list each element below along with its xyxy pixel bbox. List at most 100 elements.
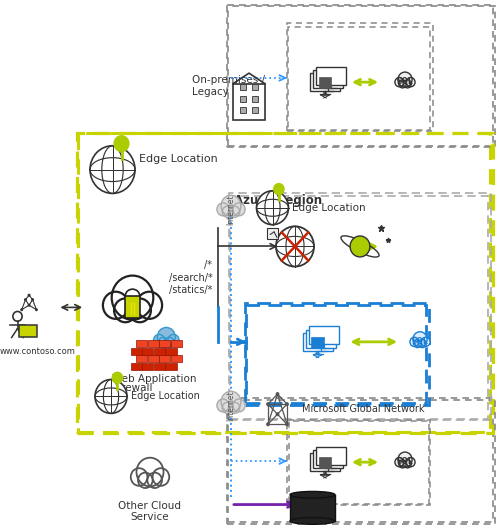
FancyBboxPatch shape — [130, 348, 141, 355]
Circle shape — [158, 328, 176, 347]
Circle shape — [112, 276, 154, 320]
Circle shape — [217, 203, 229, 216]
Circle shape — [398, 72, 412, 87]
FancyBboxPatch shape — [318, 77, 332, 88]
Ellipse shape — [290, 518, 335, 524]
Circle shape — [414, 340, 422, 348]
Text: Edge Location: Edge Location — [292, 203, 365, 213]
FancyBboxPatch shape — [171, 340, 182, 347]
Circle shape — [222, 206, 233, 217]
Text: Internet: Internet — [226, 194, 235, 225]
Circle shape — [131, 468, 148, 486]
Text: SQL: SQL — [396, 77, 413, 86]
Text: SQL: SQL — [412, 337, 428, 346]
Circle shape — [28, 304, 30, 307]
Circle shape — [221, 391, 241, 412]
FancyBboxPatch shape — [136, 340, 147, 347]
Circle shape — [217, 399, 229, 412]
Circle shape — [285, 402, 289, 406]
Circle shape — [222, 402, 233, 413]
Circle shape — [229, 402, 239, 413]
FancyBboxPatch shape — [310, 73, 340, 91]
Circle shape — [233, 399, 245, 412]
FancyBboxPatch shape — [130, 302, 132, 315]
FancyBboxPatch shape — [313, 70, 343, 88]
FancyBboxPatch shape — [306, 330, 336, 348]
Circle shape — [410, 337, 418, 347]
Circle shape — [164, 337, 174, 348]
FancyBboxPatch shape — [136, 355, 147, 362]
FancyBboxPatch shape — [311, 337, 324, 348]
Text: Web Application: Web Application — [112, 374, 197, 384]
FancyBboxPatch shape — [154, 363, 165, 369]
Circle shape — [395, 77, 404, 87]
Circle shape — [35, 308, 38, 311]
Text: /*: /* — [204, 260, 212, 270]
Circle shape — [136, 458, 164, 487]
Circle shape — [90, 146, 135, 193]
FancyBboxPatch shape — [252, 84, 258, 90]
Circle shape — [138, 473, 152, 488]
Circle shape — [114, 135, 130, 152]
Circle shape — [24, 298, 27, 301]
Circle shape — [276, 412, 280, 416]
Text: www.contoso.com: www.contoso.com — [0, 347, 76, 356]
Circle shape — [406, 457, 415, 467]
Circle shape — [168, 334, 179, 346]
FancyBboxPatch shape — [240, 108, 246, 113]
FancyBboxPatch shape — [148, 340, 159, 347]
Circle shape — [350, 236, 370, 257]
FancyBboxPatch shape — [316, 447, 346, 465]
FancyBboxPatch shape — [160, 340, 170, 347]
Text: /statics/*: /statics/* — [169, 286, 212, 295]
Text: SQL: SQL — [396, 457, 413, 466]
FancyBboxPatch shape — [240, 96, 246, 102]
FancyBboxPatch shape — [316, 67, 346, 85]
Circle shape — [404, 80, 411, 88]
FancyBboxPatch shape — [240, 84, 246, 90]
Circle shape — [233, 203, 245, 216]
Circle shape — [154, 334, 164, 346]
Text: Firewall: Firewall — [112, 384, 152, 393]
Circle shape — [152, 468, 169, 486]
Text: Edge Location: Edge Location — [131, 392, 200, 401]
Circle shape — [422, 337, 430, 347]
Circle shape — [398, 452, 412, 467]
Circle shape — [31, 298, 34, 301]
FancyBboxPatch shape — [268, 228, 278, 240]
Text: Microsoft Global Network: Microsoft Global Network — [302, 404, 424, 414]
FancyBboxPatch shape — [18, 325, 38, 337]
Circle shape — [148, 473, 162, 488]
Circle shape — [266, 402, 270, 406]
FancyBboxPatch shape — [154, 348, 165, 355]
FancyBboxPatch shape — [142, 348, 154, 355]
Circle shape — [229, 206, 239, 217]
Text: Edge Location: Edge Location — [139, 154, 218, 164]
Circle shape — [273, 183, 285, 196]
Text: Internet: Internet — [226, 390, 235, 421]
FancyBboxPatch shape — [130, 363, 141, 369]
FancyBboxPatch shape — [233, 84, 265, 120]
FancyBboxPatch shape — [290, 495, 335, 521]
FancyBboxPatch shape — [302, 333, 332, 351]
FancyBboxPatch shape — [308, 326, 338, 345]
Ellipse shape — [290, 491, 335, 498]
Text: On-premises /
Legacy DC: On-premises / Legacy DC — [192, 75, 266, 96]
Text: Azure Region: Azure Region — [234, 194, 322, 207]
FancyBboxPatch shape — [148, 355, 159, 362]
Circle shape — [256, 191, 288, 225]
FancyBboxPatch shape — [142, 363, 154, 369]
Circle shape — [114, 298, 136, 322]
FancyBboxPatch shape — [160, 355, 170, 362]
Circle shape — [276, 392, 280, 396]
Circle shape — [158, 337, 168, 348]
FancyBboxPatch shape — [318, 457, 332, 468]
Circle shape — [95, 379, 127, 413]
Text: /search/*: /search/* — [169, 273, 212, 283]
Circle shape — [136, 292, 162, 319]
FancyBboxPatch shape — [313, 450, 343, 468]
FancyBboxPatch shape — [310, 453, 340, 471]
Circle shape — [103, 292, 128, 319]
Circle shape — [395, 457, 404, 467]
FancyBboxPatch shape — [171, 355, 182, 362]
